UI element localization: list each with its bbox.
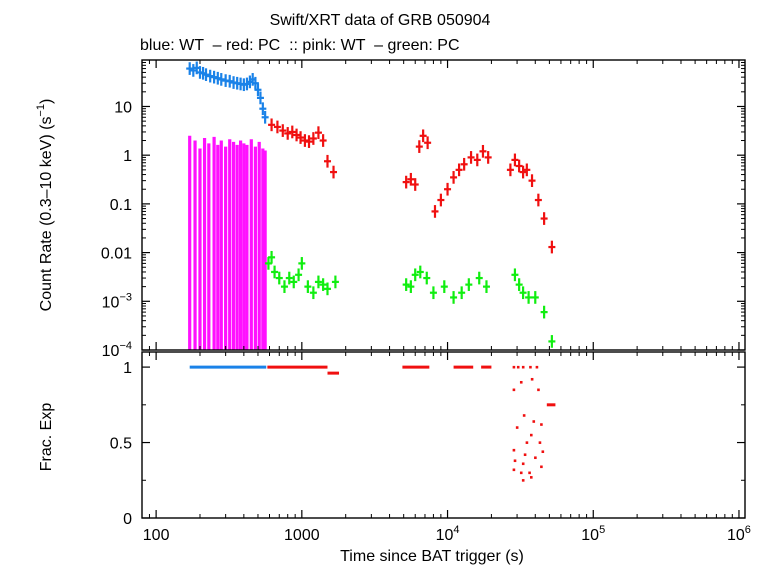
chart-title: Swift/XRT data of GRB 050904 <box>270 12 491 29</box>
y-tick-label: 10 <box>114 99 132 116</box>
exposure-point <box>537 388 540 392</box>
x-tick-label: 106 <box>727 524 751 544</box>
exposure-point <box>512 388 516 392</box>
exposure-point <box>519 471 523 475</box>
exposure-point <box>538 441 542 444</box>
chart-subtitle: blue: WT – red: PC :: pink: WT – green: … <box>140 37 460 54</box>
y-tick-label: 0.1 <box>110 197 132 214</box>
exposure-point <box>535 365 539 369</box>
x-tick-label: 105 <box>581 524 605 544</box>
exposure-point <box>529 433 533 437</box>
y-tick-label: 0 <box>123 511 132 528</box>
plot-area-count-rate <box>186 61 556 350</box>
exposure-point <box>529 365 532 369</box>
frac-exp-panel: 0 0.5 1 100 1000 104 105 106 <box>110 351 751 544</box>
y-axis-label-count-rate: Count Rate (0.3–10 keV) (s−1) <box>35 99 55 312</box>
y-tick-label: 1 <box>123 360 132 377</box>
exposure-point <box>519 380 523 384</box>
exposure-point <box>512 468 516 472</box>
plot-frame-count-rate <box>141 59 746 351</box>
x-tick-label: 104 <box>436 524 460 544</box>
exposure-point <box>540 465 543 469</box>
exposure-point <box>528 471 531 475</box>
exposure-point <box>541 450 545 453</box>
y-axis-label-count-rate-text: Count Rate (0.3–10 keV) (s <box>38 117 55 312</box>
x-tick-label: 1000 <box>284 527 320 544</box>
plot-area-frac-exp <box>189 365 556 482</box>
count-rate-panel: 10 1 0.1 0.01 10−3 10−4 <box>101 59 746 360</box>
series-1 <box>268 118 556 254</box>
exposure-point <box>512 448 516 452</box>
y-tick-label: 0.01 <box>101 246 132 263</box>
x-tick-label: 100 <box>143 527 170 544</box>
series-2 <box>188 135 267 350</box>
y-tick-label: 1 <box>123 148 132 165</box>
exposure-point <box>523 453 527 457</box>
exposure-point <box>530 377 534 381</box>
y-tick-label: 10−4 <box>102 340 132 360</box>
exposure-point <box>521 365 525 369</box>
series-0 <box>186 61 269 124</box>
y-axis-label-count-rate-sup: −1 <box>35 104 47 117</box>
plot-frame-frac-exp <box>141 351 746 519</box>
exposure-point <box>521 462 525 466</box>
y-tick-label: 0.5 <box>110 436 132 453</box>
series-3 <box>264 250 556 348</box>
exposure-point <box>512 365 516 369</box>
exposure-point <box>522 414 526 417</box>
y-axis-label-count-rate-tail: ) <box>38 99 55 104</box>
x-axis-label: Time since BAT trigger (s) <box>340 548 524 565</box>
exposure-point <box>525 441 529 444</box>
y-tick-label: 10−3 <box>102 291 132 311</box>
exposure-point <box>540 423 543 426</box>
exposure-point <box>534 456 537 460</box>
exposure-point <box>513 459 517 463</box>
exposure-point <box>516 365 520 369</box>
exposure-point <box>521 479 525 482</box>
y-axis-label-frac-exp: Frac. Exp <box>38 403 55 472</box>
exposure-point <box>515 426 519 429</box>
exposure-point <box>532 420 536 423</box>
exposure-point <box>529 476 533 479</box>
